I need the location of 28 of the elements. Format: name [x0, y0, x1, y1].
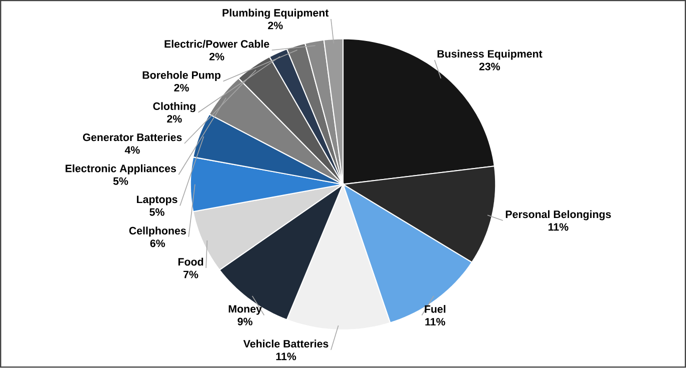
data-label: 11% — [276, 352, 296, 360]
slice-label: Laptops — [136, 196, 178, 206]
slice-label: Personal Belongings — [506, 210, 611, 220]
slice-label: Plumbing Equipment — [222, 8, 329, 19]
slice-label: Borehole Pump — [142, 71, 220, 82]
data-label: 11% — [425, 318, 446, 326]
slice-label: Fuel — [424, 305, 446, 314]
data-label: 23% — [479, 62, 500, 70]
slice-label: Vehicle Batteries — [243, 340, 328, 348]
slice-label: Cellphones — [129, 226, 186, 237]
data-label: 2% — [268, 22, 283, 30]
data-label: 2% — [209, 52, 224, 61]
data-label: 11% — [548, 223, 568, 231]
data-label: 9% — [238, 318, 252, 326]
data-label: 2% — [174, 84, 189, 92]
data-label: 4% — [124, 146, 140, 154]
slice-label: Money — [228, 305, 262, 315]
slice-label: Electric/Power Cable — [164, 40, 270, 48]
slice-label: Electronic Appliances — [66, 164, 176, 174]
slice-label: Business Equipment — [438, 50, 542, 60]
data-label: 5% — [113, 178, 128, 186]
slice-label: Food — [178, 258, 204, 266]
slice-label: Generator Batteries — [83, 133, 182, 142]
slice-label: Clothing — [153, 102, 196, 112]
data-label: 6% — [150, 240, 166, 248]
data-label: 2% — [167, 115, 182, 123]
data-label: 7% — [183, 270, 198, 278]
data-label: 5% — [150, 208, 164, 216]
